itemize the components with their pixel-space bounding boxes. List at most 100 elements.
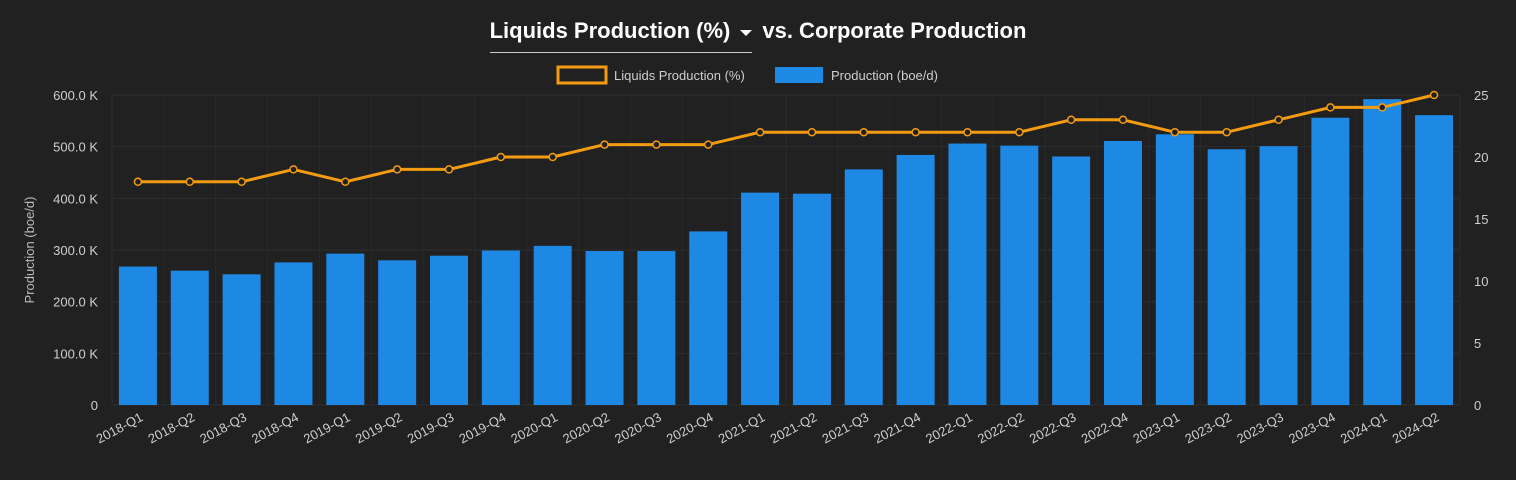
x-tick-label: 2022-Q4 <box>1079 409 1131 446</box>
line-point <box>548 152 557 162</box>
gridlines <box>111 94 1461 406</box>
right-axis-ticks: 0 5 10 15 20 25 <box>1474 88 1488 413</box>
legend-line-label[interactable]: Liquids Production (%) <box>614 68 745 83</box>
line-point <box>652 140 661 149</box>
line-point <box>1118 115 1128 125</box>
x-tick-label: 2021-Q1 <box>716 409 768 446</box>
title-suffix: vs. Corporate Production <box>762 18 1027 43</box>
line-point <box>911 127 920 137</box>
x-tick-label: 2020-Q3 <box>612 409 664 446</box>
y2-tick-label: 10 <box>1474 274 1488 289</box>
x-tick-label: 2020-Q4 <box>664 409 716 446</box>
bar <box>1155 134 1194 405</box>
bar <box>637 251 676 405</box>
y2-tick-label: 20 <box>1474 150 1488 165</box>
line-point <box>1377 103 1387 112</box>
line-point <box>1429 90 1439 100</box>
bar <box>1104 140 1142 405</box>
y-tick-label: 100.0 K <box>53 346 98 361</box>
bar <box>948 143 987 406</box>
left-axis-ticks: 0 100.0 K 200.0 K 300.0 K 400.0 K 500.0 K 600.… <box>53 88 98 413</box>
x-tick-label: 2023-Q4 <box>1286 409 1338 446</box>
line-point <box>444 165 454 174</box>
x-tick-label: 2021-Q3 <box>819 409 871 446</box>
x-tick-label: 2019-Q4 <box>457 409 509 446</box>
y-tick-label: 0 <box>91 398 98 413</box>
x-tick-label: 2019-Q2 <box>353 409 405 446</box>
bar <box>896 154 935 405</box>
y2-tick-label: 15 <box>1474 212 1488 227</box>
y-tick-label: 200.0 K <box>53 295 98 310</box>
bar <box>1311 117 1350 405</box>
bar <box>585 251 624 405</box>
y-tick-label: 600.0 K <box>53 88 98 103</box>
x-tick-label: 2018-Q1 <box>94 409 146 446</box>
y2-tick-label: 5 <box>1474 336 1481 351</box>
x-tick-label: 2023-Q1 <box>1131 409 1183 446</box>
bar <box>1415 115 1454 406</box>
bar <box>1052 156 1091 405</box>
line-point <box>703 140 713 149</box>
line-point <box>963 127 972 137</box>
bar <box>533 245 572 405</box>
x-tick-label: 2024-Q1 <box>1338 409 1390 446</box>
line-point <box>1170 127 1180 137</box>
line-point <box>1274 115 1283 125</box>
line-point <box>237 177 246 187</box>
x-tick-label: 2024-Q2 <box>1390 409 1442 446</box>
line-series <box>133 90 1439 187</box>
x-tick-label: 2022-Q2 <box>975 409 1027 446</box>
x-tick-label: 2021-Q4 <box>871 409 923 446</box>
y-tick-label: 500.0 K <box>53 140 98 155</box>
bar <box>378 260 417 405</box>
bar <box>1259 146 1298 405</box>
bar <box>792 193 831 405</box>
bar <box>326 253 365 405</box>
legend: Liquids Production (%) Production (boe/d… <box>556 65 938 85</box>
line-point <box>496 152 506 162</box>
line-point <box>600 140 609 149</box>
bar <box>844 169 883 405</box>
y-tick-label: 400.0 K <box>53 191 98 206</box>
bar <box>1363 99 1402 405</box>
chevron-down-icon <box>740 30 753 36</box>
y2-tick-label: 0 <box>1474 398 1481 413</box>
bar <box>118 266 157 405</box>
x-axis-ticks: 2018-Q1 2018-Q2 2018-Q3 2018-Q4 2019-Q1 2019-… <box>94 409 1442 446</box>
x-tick-label: 2023-Q3 <box>1234 409 1286 446</box>
line-point <box>1015 127 1024 137</box>
legend-bar-swatch[interactable] <box>775 67 823 83</box>
y-tick-label: 300.0 K <box>53 243 98 258</box>
x-tick-label: 2023-Q2 <box>1182 409 1234 446</box>
liquids-line <box>137 93 1435 184</box>
line-point <box>392 165 402 174</box>
line-point <box>185 177 195 187</box>
line-point <box>1326 103 1335 112</box>
x-tick-label: 2019-Q3 <box>405 409 457 446</box>
bar <box>481 250 520 405</box>
bar <box>1000 145 1039 405</box>
bar <box>741 192 780 405</box>
line-point <box>289 165 298 174</box>
chart-title: Liquids Production (%) vs. Corporate Pro… <box>0 18 1516 58</box>
x-tick-label: 2020-Q2 <box>560 409 612 446</box>
bar <box>430 255 468 405</box>
x-tick-label: 2020-Q1 <box>508 409 560 446</box>
bar <box>274 262 313 405</box>
y2-tick-label: 25 <box>1474 88 1488 103</box>
line-point <box>755 127 765 137</box>
line-point <box>807 127 817 137</box>
metric-dropdown[interactable]: Liquids Production (%) <box>489 18 753 53</box>
line-point <box>341 177 350 187</box>
line-point <box>1066 115 1076 125</box>
bar-series <box>118 99 1454 406</box>
x-tick-label: 2022-Q3 <box>1027 409 1079 446</box>
x-tick-label: 2018-Q4 <box>249 409 301 446</box>
bar <box>170 270 209 405</box>
x-tick-label: 2018-Q3 <box>197 409 249 446</box>
bar <box>689 231 728 405</box>
legend-line-swatch[interactable] <box>556 65 608 85</box>
legend-bar-label[interactable]: Production (boe/d) <box>831 68 938 83</box>
line-point <box>859 127 869 137</box>
x-tick-label: 2019-Q1 <box>301 409 353 446</box>
